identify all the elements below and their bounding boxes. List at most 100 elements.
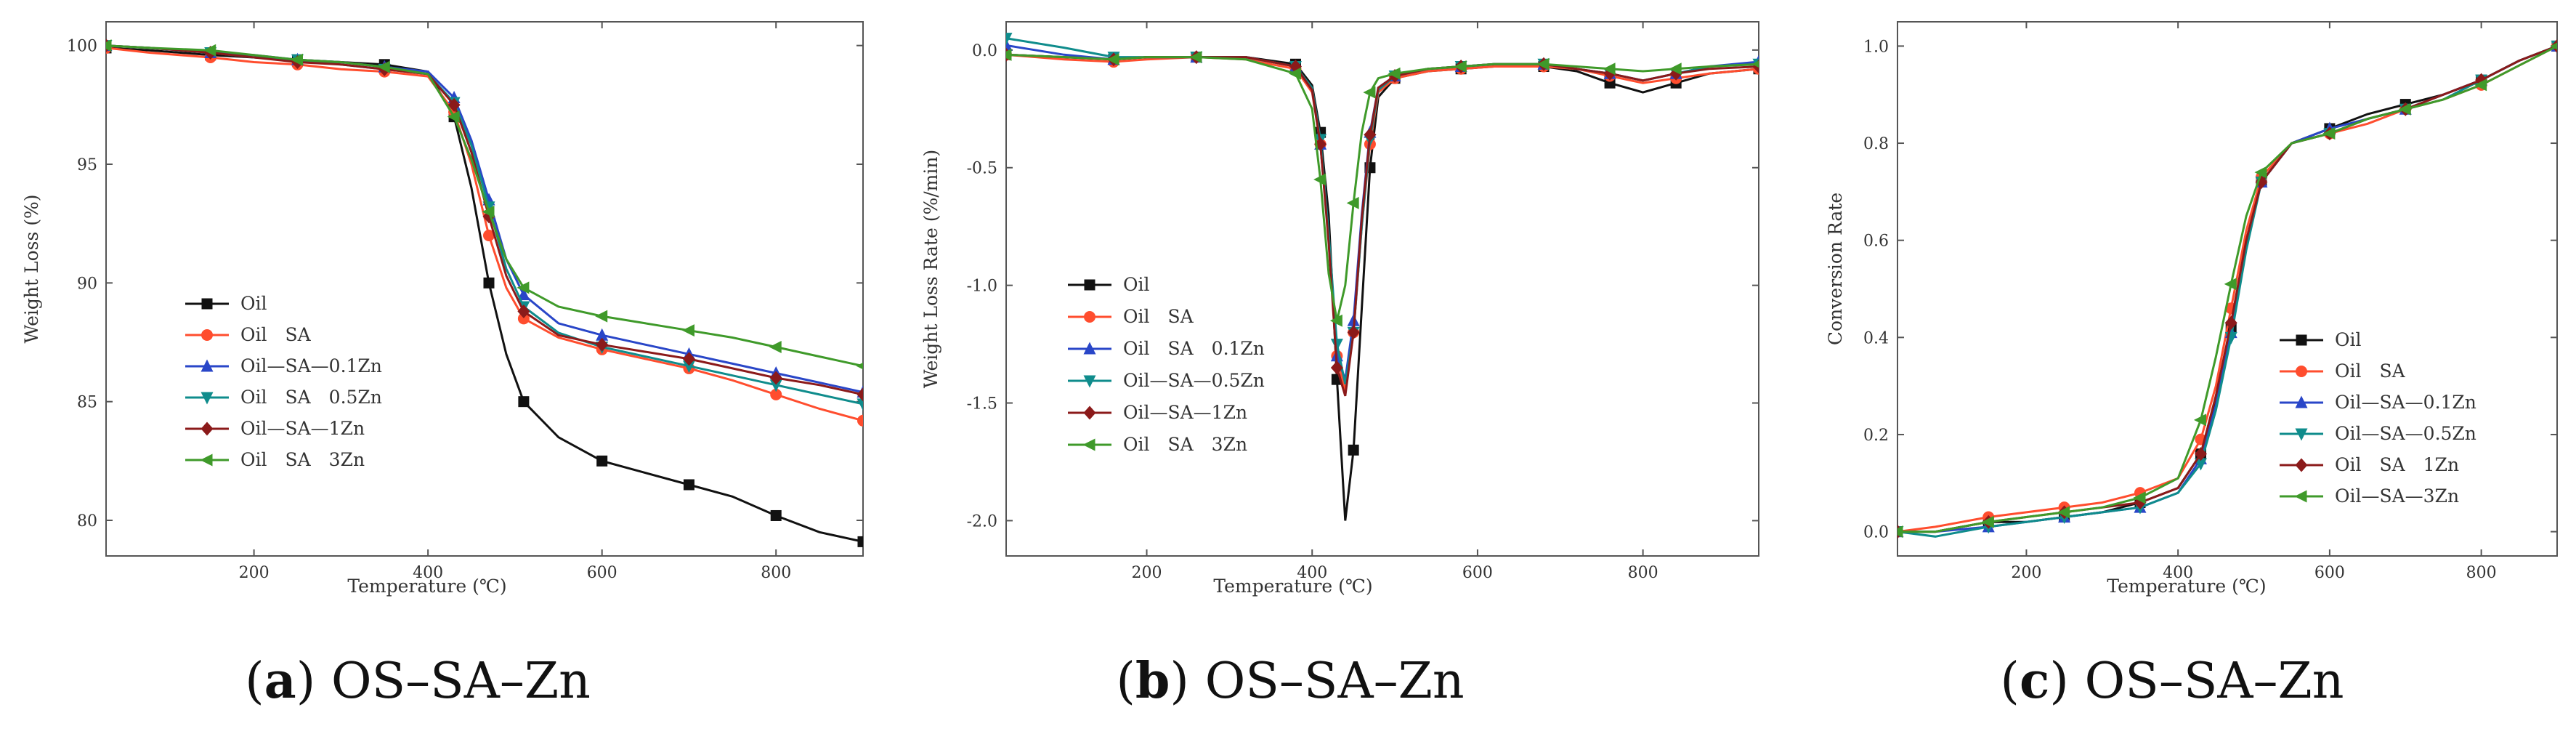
panel-c-legend-marker bbox=[2296, 334, 2307, 346]
panel-c-legend-label: Oil—SA—0.1Zn bbox=[2335, 392, 2476, 413]
panel-c-caption-letter: c bbox=[2020, 652, 2049, 710]
panel-b-series-line-2 bbox=[1006, 44, 1759, 380]
panel-c-y-tick-label: 0.8 bbox=[1863, 135, 1889, 153]
panel-c-legend: Oil Oil SA Oil—SA—0.1Zn Oil—SA—0.5Zn Oil SA … bbox=[2280, 329, 2476, 507]
panel-a-data-point bbox=[770, 509, 782, 521]
panel-b-series-line-1 bbox=[1006, 53, 1759, 392]
panel-c-data-point bbox=[2133, 491, 2146, 504]
panel-c-caption: (c) OS–SA–Zn bbox=[2000, 652, 2344, 710]
panel-a-legend-label: Oil SA bbox=[240, 324, 312, 345]
panel-b-legend-marker bbox=[1084, 311, 1095, 323]
panel-b-legend-label: Oil—SA—1Zn bbox=[1123, 402, 1247, 423]
panel-a-series-line-5 bbox=[106, 44, 863, 368]
panel-c-data-point bbox=[2193, 414, 2206, 427]
panel-b-data-point bbox=[1348, 444, 1359, 456]
panel-c-x-tick-label: 800 bbox=[2466, 564, 2497, 582]
panel-a-legend-label: Oil—SA—0.1Zn bbox=[240, 355, 382, 376]
panel-b-data-point bbox=[1603, 62, 1616, 76]
panel-c-y-tick-label: 1.0 bbox=[1863, 38, 1889, 56]
panel-a-data-point bbox=[596, 455, 608, 467]
panel-b-data-point bbox=[1006, 48, 1012, 61]
panel-b-data-point bbox=[1329, 314, 1342, 327]
panel-a-legend-marker bbox=[201, 359, 214, 372]
panel-b-series-line-5 bbox=[1006, 53, 1759, 321]
panel-a-data-point bbox=[203, 44, 216, 57]
panel-a-legend-label: Oil SA 3Zn bbox=[240, 449, 365, 470]
panel-b-series-line-4 bbox=[1006, 53, 1759, 397]
panel-c-y-tick-label: 0.6 bbox=[1863, 233, 1889, 251]
panel-c-legend-label: Oil SA 1Zn bbox=[2335, 454, 2459, 475]
panel-a-legend-marker bbox=[200, 453, 213, 467]
panel-a-plot-frame bbox=[105, 21, 864, 557]
panel-b-xlabel: Temperature (℃) bbox=[1213, 576, 1372, 597]
panel-b-legend-marker bbox=[1083, 406, 1096, 420]
panel-c-data-point bbox=[1897, 525, 1903, 539]
panel-a-data-point bbox=[517, 288, 530, 301]
panel-b-legend-marker bbox=[1084, 279, 1095, 291]
panel-c-xlabel: Temperature (℃) bbox=[2107, 576, 2266, 597]
panel-a-ylabel: Weight Loss (%) bbox=[21, 194, 42, 343]
panel-c-y-tick-label: 0.4 bbox=[1863, 329, 1889, 347]
panel-c-legend-marker bbox=[2295, 395, 2308, 408]
panel-c-data-point bbox=[2398, 102, 2411, 116]
panel-a-data-point bbox=[517, 312, 530, 325]
panel-c-legend-label: Oil bbox=[2335, 329, 2362, 350]
panel-c-data-point bbox=[2254, 166, 2267, 179]
panel-c-data-point bbox=[2474, 78, 2487, 92]
panel-c-data-point bbox=[1981, 515, 1994, 528]
panel-a-y-tick-label: 90 bbox=[77, 275, 97, 293]
panel-a-data-point bbox=[769, 371, 782, 385]
panel-b-data-point bbox=[1106, 53, 1119, 66]
panel-a-data-point bbox=[856, 362, 863, 370]
panel-b-x-tick-label: 600 bbox=[1462, 564, 1493, 582]
panel-c-y-tick-label: 0.2 bbox=[1863, 427, 1889, 445]
panel-a-y-tick-label: 100 bbox=[67, 38, 97, 56]
panel-a-xlabel: Temperature (℃) bbox=[347, 576, 506, 597]
panel-a-data-point bbox=[682, 360, 695, 374]
panel-a-series-line-0 bbox=[106, 47, 863, 543]
panel-a-legend-label: Oil SA 0.5Zn bbox=[240, 387, 382, 408]
panel-a-x-tick-label: 600 bbox=[587, 564, 617, 582]
panel-a-data-point bbox=[106, 39, 112, 52]
panel-a-y-tick-label: 95 bbox=[77, 156, 97, 174]
panel-b-x-tick-label: 200 bbox=[1132, 564, 1162, 582]
panel-a-data-point bbox=[482, 205, 495, 218]
panel-c-legend-marker bbox=[2294, 490, 2307, 503]
panel-a-data-point bbox=[769, 341, 782, 354]
panel-b-caption-letter: b bbox=[1135, 652, 1170, 710]
panel-b-legend-label: Oil SA bbox=[1123, 306, 1194, 327]
panel-a-legend-label: Oil bbox=[240, 293, 267, 314]
panel-c-data-point bbox=[2194, 458, 2207, 471]
panel-c-data-point bbox=[2224, 278, 2237, 291]
panel-b-data-point bbox=[1006, 33, 1013, 46]
panel-c-legend-label: Oil SA bbox=[2335, 360, 2406, 382]
panel-a-y-tick-label: 85 bbox=[77, 394, 97, 412]
panel-a-data-point bbox=[770, 388, 782, 400]
panel-a-data-point bbox=[682, 352, 695, 366]
panel-a-caption-text: OS–SA–Zn bbox=[315, 653, 591, 710]
panel-c-legend-label: Oil—SA—3Zn bbox=[2335, 485, 2459, 507]
panel-b-data-point bbox=[1669, 62, 1682, 76]
panel-a-data-point bbox=[857, 536, 863, 547]
panel-a-data-point bbox=[518, 396, 530, 408]
panel-b-legend-marker bbox=[1083, 375, 1096, 388]
panel-a-data-point bbox=[856, 387, 863, 402]
panel-a-legend: Oil Oil SA Oil—SA—0.1Zn Oil SA 0.5Zn Oil—SA—… bbox=[185, 293, 382, 470]
panel-a-data-point bbox=[856, 398, 863, 411]
panel-a-data-point bbox=[483, 277, 495, 289]
panel-b-x-tick-label: 800 bbox=[1628, 564, 1658, 582]
panel-c-x-tick-label: 400 bbox=[2163, 564, 2193, 582]
panel-c-legend-marker bbox=[2296, 366, 2307, 377]
panel-a-data-point bbox=[596, 328, 609, 341]
panel-a-weight-loss: 200 400 600 800 80 85 90 95 100 Oil Oil SA Oil—SA—0… bbox=[21, 21, 864, 710]
panel-c-plot-frame bbox=[1897, 21, 2558, 557]
panel-b-caption: (b) OS–SA–Zn bbox=[1116, 652, 1464, 710]
panel-c-data-point bbox=[2550, 42, 2557, 50]
panel-b-y-tick-label: -1.0 bbox=[967, 278, 997, 296]
panel-c-series-group bbox=[1897, 39, 2557, 539]
panel-a-legend-marker bbox=[201, 329, 213, 341]
panel-a-legend-label: Oil—SA—1Zn bbox=[240, 418, 365, 439]
panel-b-data-point bbox=[1330, 339, 1343, 352]
panel-b-legend-label: Oil—SA—0.5Zn bbox=[1123, 370, 1265, 391]
